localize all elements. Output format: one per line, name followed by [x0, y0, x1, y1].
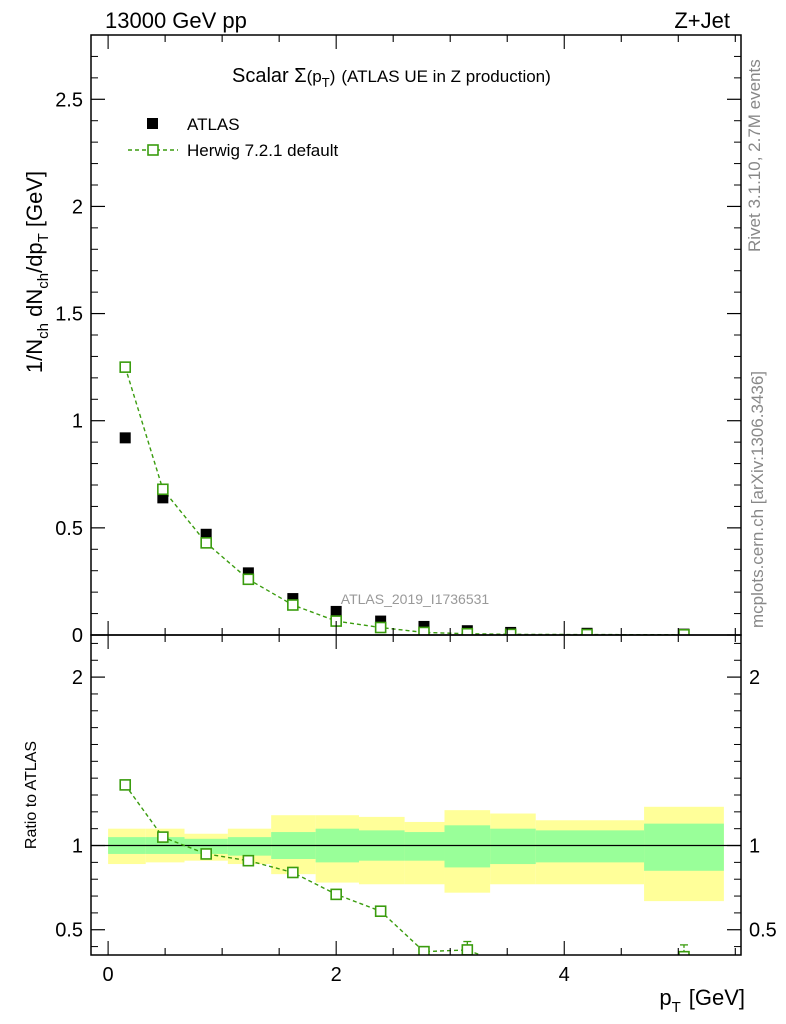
uncertainty-band-inner	[404, 832, 445, 861]
herwig-point	[242, 573, 255, 586]
ratio-frame	[90, 634, 742, 956]
ratio-ytick-label: 0.5	[55, 920, 83, 942]
main-ytick-label: 1.5	[55, 304, 83, 326]
header-process-label: Z+Jet	[674, 8, 730, 33]
herwig-ratio-point	[461, 944, 474, 955]
xtick-label: 4	[559, 964, 570, 986]
herwig-ratio-point	[374, 905, 387, 918]
main-ytick-label: 2	[72, 196, 83, 218]
herwig-ratio-point	[119, 779, 132, 791]
ylabel-part1: 1/N	[22, 339, 47, 373]
main-axis-ticks: 0 0.5 1 1.5 2 2.5	[55, 35, 741, 647]
ratio-ytick-label-right: 1	[749, 836, 760, 858]
ratio-panel: 0 2 4 0.5 0.5 1 1 2 2 Ratio to ATLAS pT [GeV]	[23, 634, 777, 1016]
atlas-point	[330, 605, 342, 617]
herwig-point	[418, 626, 430, 635]
atlas-point	[287, 593, 299, 605]
herwig-point	[157, 483, 169, 496]
xtick-label: 0	[103, 964, 114, 986]
legend-atlas-label: ATLAS	[187, 115, 240, 134]
atlas-point	[119, 432, 131, 444]
atlas-point	[157, 492, 169, 504]
ylabel-part3: /dp	[22, 242, 47, 273]
xtick-label: 2	[331, 964, 342, 986]
herwig-point	[287, 599, 299, 611]
herwig-ratio-point	[678, 950, 690, 955]
uncertainty-band-inner	[535, 830, 645, 863]
herwig-ratio-point	[242, 854, 255, 867]
xlabel-unit: [GeV]	[689, 985, 745, 1010]
title-paren: (p	[307, 67, 322, 86]
legend-herwig-label: Herwig 7.2.1 default	[187, 141, 338, 160]
main-y-axis-label: 1/Nch dNch/dpT[GeV]	[22, 171, 52, 373]
title-paren-close: )	[330, 67, 336, 86]
ratio-ytick-label-right: 2	[749, 667, 760, 689]
atlas-point	[200, 528, 212, 540]
ratio-plot-area	[91, 779, 741, 972]
ratio-ytick-label: 2	[72, 667, 83, 689]
ylabel-unit: [GeV]	[22, 171, 47, 227]
main-ytick-label: 0.5	[55, 518, 83, 540]
header-energy-label: 13000 GeV pp	[105, 8, 247, 33]
herwig-ratio-point	[506, 962, 516, 972]
rivet-version-label: Rivet 3.1.10, 2.7M events	[745, 59, 764, 252]
herwig-ratio-point	[418, 945, 430, 955]
herwig-ratio-point	[200, 848, 212, 860]
ylabel-sub2: ch	[35, 273, 52, 289]
analysis-watermark: ATLAS_2019_I1736531	[341, 591, 490, 607]
mcplots-reference-label: mcplots.cern.ch [arXiv:1306.3436]	[748, 371, 767, 628]
ratio-axis-ticks: 0 2 4 0.5 0.5 1 1 2 2	[55, 635, 777, 986]
title-rest: (ATLAS UE in Z production)	[341, 67, 550, 86]
uncertainty-band-inner	[490, 828, 536, 865]
main-ytick-label: 0	[72, 625, 83, 647]
ylabel-part2: dN	[22, 289, 47, 323]
ratio-ytick-label-right: 0.5	[749, 920, 777, 942]
legend-atlas-marker	[147, 118, 158, 129]
atlas-point	[242, 567, 254, 579]
uncertainty-band-inner	[227, 837, 272, 856]
atlas-point	[375, 615, 387, 627]
title-subscript: T	[322, 75, 330, 90]
xlabel-p: p	[659, 985, 671, 1010]
xlabel-sub: T	[672, 999, 681, 1016]
ylabel-sub3: T	[35, 233, 52, 242]
herwig-point	[200, 537, 212, 549]
herwig-point	[461, 627, 474, 635]
atlas-point	[418, 620, 430, 632]
plot-title: Scalar Σ(pT) (ATLAS UE in Z production)	[232, 65, 551, 90]
ratio-ytick-label: 1	[72, 836, 83, 858]
legend-herwig-marker	[147, 144, 159, 156]
x-axis-label: pT [GeV]	[659, 985, 745, 1016]
title-main: Scalar Σ	[232, 65, 307, 87]
main-ytick-label: 2.5	[55, 89, 83, 111]
herwig-ratio-point	[287, 866, 299, 879]
ratio-y-axis-label: Ratio to ATLAS	[23, 741, 40, 849]
legend: ATLAS Herwig 7.2.1 default	[128, 115, 338, 160]
herwig-main-line	[124, 366, 684, 635]
ylabel-sub1: ch	[35, 323, 52, 339]
uncertainty-band-inner	[444, 825, 491, 868]
herwig-point	[374, 621, 387, 634]
main-ytick-label: 1	[72, 411, 83, 433]
main-plot-area	[119, 361, 690, 635]
main-panel: 00.511.522.5 Scalar Σ(pT) (ATLAS UE in Z …	[22, 34, 742, 647]
herwig-point	[119, 361, 132, 373]
herwig-ratio-point	[157, 831, 169, 843]
herwig-ratio-point	[330, 888, 342, 901]
uncertainty-band-inner	[644, 823, 724, 871]
